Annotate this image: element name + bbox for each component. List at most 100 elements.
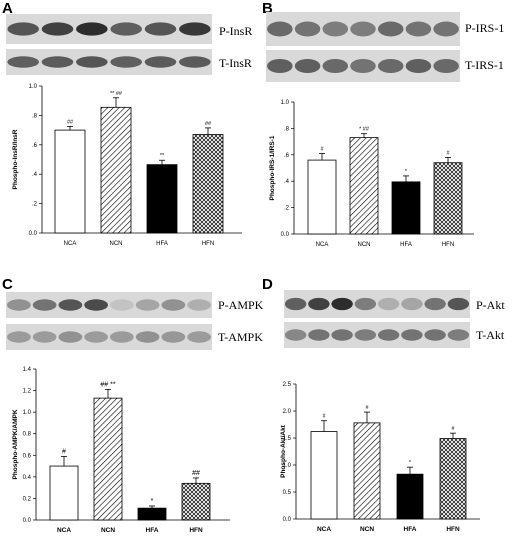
bar-ncn [93, 397, 123, 521]
blot-band [354, 329, 377, 341]
significance-label: # [365, 405, 369, 411]
chart-phospho-insr: 0.0 .2 .4 .6 .8 1.0 Phospho-InsR/InsR ## NCA ** #… [12, 84, 242, 247]
blot-band [405, 58, 432, 74]
significance-label: ## [205, 121, 212, 127]
blot-band [405, 21, 432, 37]
y-tick-label: 0.6 [23, 453, 32, 459]
blot-band [76, 56, 108, 68]
bar-hfa [391, 181, 421, 235]
y-tick-label: 2.0 [283, 409, 292, 415]
bar-nca [307, 159, 337, 235]
blot-a-top [6, 14, 212, 44]
blot-band [110, 56, 142, 68]
panel-letter-c: C [2, 276, 13, 293]
significance-label: # [322, 414, 326, 420]
y-tick-label: 0.2 [23, 496, 32, 502]
y-tick-label: 1.0 [29, 84, 38, 90]
bar-hfn [433, 162, 463, 235]
y-tick-label: 1.5 [283, 436, 292, 442]
blot-band [7, 22, 39, 36]
panel-letter-b: B [262, 0, 273, 17]
blot-band [424, 297, 446, 311]
blot-band [377, 58, 404, 74]
blot-label-t-ampk: T-AMPK [218, 330, 263, 344]
blot-band [354, 297, 377, 311]
blot-band [41, 22, 74, 36]
blot-band [424, 329, 446, 341]
bar-hfa [137, 507, 167, 521]
blot-band [401, 297, 423, 311]
bar-nca [54, 129, 86, 234]
blot-label-p-akt: P-Akt [476, 298, 505, 312]
blot-background [6, 14, 212, 44]
category-label-nca: NCA [57, 527, 71, 534]
blot-a-bottom [6, 49, 212, 75]
blot-band [110, 299, 134, 311]
significance-label: ** ## [110, 91, 123, 97]
significance-label: * [405, 169, 408, 175]
blot-d-top [284, 290, 470, 318]
blot-band [294, 21, 321, 37]
blot-band [308, 329, 330, 341]
category-label-hfa: HFA [156, 241, 168, 247]
blot-background [6, 49, 212, 75]
significance-label: # [446, 150, 450, 156]
blot-band [58, 299, 83, 311]
blot-label-p-ampk: P-AMPK [218, 298, 264, 312]
blot-band [447, 297, 470, 311]
blot-band [135, 299, 160, 311]
y-tick-label: .2 [32, 202, 38, 208]
blot-band [110, 331, 134, 343]
blot-band [179, 56, 211, 68]
y-tick-label: .2 [284, 206, 290, 212]
y-tick-label: 0.4 [23, 475, 32, 481]
y-tick-label: 0.5 [283, 490, 292, 496]
blot-band [110, 22, 142, 36]
blot-b-top [266, 12, 460, 46]
bar-hfn [181, 482, 211, 521]
blot-band [401, 329, 423, 341]
blot-band [161, 299, 186, 311]
bar-nca [310, 431, 338, 520]
blot-band [179, 22, 211, 36]
blot-band [135, 331, 160, 343]
blot-band [76, 22, 108, 36]
significance-label: ## [67, 119, 74, 125]
y-tick-label: 1.0 [281, 100, 290, 106]
y-tick-label: .6 [32, 143, 38, 149]
blot-label-t-irs1: T-IRS-1 [465, 58, 504, 72]
blot-band [331, 297, 353, 311]
y-axis-title: Phospho-Akt/Akt [280, 424, 287, 478]
blot-band [7, 299, 31, 311]
y-tick-label: .6 [284, 153, 290, 159]
chart-phospho-ampk: 0.0 0.2 0.4 0.6 0.8 1.0 1.2 1.4 Phospho-AMPK/AMP… [12, 367, 230, 534]
category-label-hfa: HFA [404, 526, 417, 533]
blot-label-p-irs1: P-IRS-1 [465, 21, 504, 35]
blot-label-p-insr: P-InsR [219, 24, 252, 38]
blot-label-t-akt: T-Akt [476, 328, 505, 342]
y-tick-label: 0.0 [281, 232, 290, 238]
category-label-nca: NCA [64, 241, 77, 247]
bar-hfa [146, 164, 178, 234]
blot-band [187, 299, 211, 311]
blot-b-bottom [266, 50, 460, 82]
bar-hfn [439, 438, 467, 520]
blot-band [308, 297, 330, 311]
bar-ncn [100, 106, 132, 234]
blot-band [84, 299, 108, 311]
blot-label-t-insr: T-InsR [219, 56, 252, 70]
bar-hfn [192, 134, 224, 234]
blot-band [350, 58, 376, 74]
panel-d: D P-Akt T-Akt 0.0 0.5 1.0 1.5 2.0 2.5 Phospho-… [262, 276, 505, 533]
y-tick-label: .8 [284, 126, 290, 132]
blot-band [32, 331, 57, 343]
category-label-nca: NCA [317, 526, 331, 533]
blot-band [84, 331, 108, 343]
bar-ncn [349, 137, 379, 235]
bar-hfa [396, 473, 424, 520]
category-label-hfn: HFN [189, 527, 203, 534]
blot-band [267, 58, 293, 74]
y-axis-title: Phospho-InsR/InsR [12, 129, 19, 189]
blot-band [447, 329, 470, 341]
